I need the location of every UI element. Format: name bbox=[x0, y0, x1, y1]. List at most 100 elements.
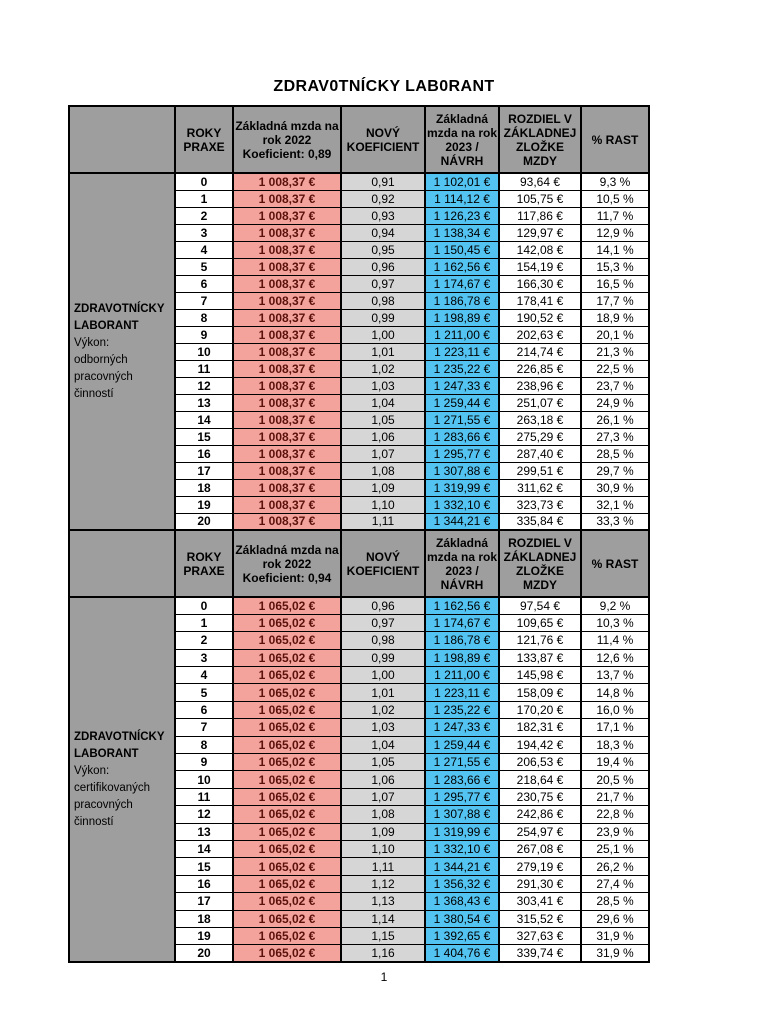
cell-mzda-2022: 1 065,02 € bbox=[232, 770, 342, 789]
cell-mzda-2022: 1 008,37 € bbox=[232, 206, 342, 225]
cell-mzda-2022: 1 008,37 € bbox=[232, 495, 342, 514]
cell-rast: 16,0 % bbox=[580, 700, 650, 720]
cell-novy-koeficient: 0,98 bbox=[340, 291, 426, 310]
cell-roky-praxe: 19 bbox=[174, 926, 234, 946]
table-row: 10 1 008,37 €1,01 1 223,11 €214,74 €21,3 % bbox=[69, 342, 650, 361]
cell-novy-koeficient: 1,14 bbox=[340, 909, 426, 928]
cell-roky-praxe: 3 bbox=[174, 648, 234, 668]
cell-roky-praxe: 7 bbox=[174, 291, 234, 310]
cell-rast: 11,7 % bbox=[580, 206, 650, 225]
cell-novy-koeficient: 1,05 bbox=[340, 753, 426, 772]
cell-rast: 27,3 % bbox=[580, 427, 650, 446]
table-row: 12 1 008,37 €1,03 1 247,33 €238,96 €23,7 % bbox=[69, 376, 650, 395]
cell-mzda-2023: 1 186,78 € bbox=[424, 291, 500, 310]
cell-novy-koeficient: 1,06 bbox=[340, 770, 426, 789]
cell-mzda-2022: 1 008,37 € bbox=[232, 393, 342, 412]
table-row: ZDRAVOTNÍCKY LABORANT Výkon: odborných pr… bbox=[68, 172, 650, 531]
cell-roky-praxe: 9 bbox=[174, 325, 234, 344]
cell-rast: 23,9 % bbox=[580, 822, 650, 841]
cell-mzda-2023: 1 332,10 € bbox=[424, 839, 500, 859]
cell-rozdiel: 133,87 € bbox=[498, 648, 582, 668]
table-row: 11 1 008,37 €1,02 1 235,22 €226,85 €22,5 % bbox=[69, 359, 650, 378]
cell-novy-koeficient: 1,00 bbox=[340, 325, 426, 344]
table-row: 13 1 008,37 €1,04 1 259,44 €251,07 €24,9 % bbox=[69, 393, 650, 412]
cell-mzda-2023: 1 295,77 € bbox=[424, 787, 500, 807]
cell-rast: 11,4 % bbox=[580, 631, 650, 650]
cell-rast: 33,3 % bbox=[580, 512, 650, 531]
cell-mzda-2022: 1 065,02 € bbox=[232, 892, 342, 911]
cell-mzda-2022: 1 008,37 € bbox=[232, 376, 342, 395]
cell-novy-koeficient: 1,16 bbox=[340, 944, 426, 963]
cell-rozdiel: 121,76 € bbox=[498, 631, 582, 650]
cell-mzda-2023: 1 198,89 € bbox=[424, 308, 500, 327]
cell-novy-koeficient: 0,99 bbox=[340, 308, 426, 327]
cell-novy-koeficient: 1,12 bbox=[340, 874, 426, 894]
cell-rast: 21,3 % bbox=[580, 342, 650, 361]
cell-rast: 10,5 % bbox=[580, 189, 650, 208]
cell-rozdiel: 145,98 € bbox=[498, 666, 582, 685]
cell-mzda-2023: 1 162,56 € bbox=[424, 596, 500, 615]
cell-mzda-2022: 1 008,37 € bbox=[232, 291, 342, 310]
cell-roky-praxe: 4 bbox=[174, 240, 234, 259]
header-rozdiel: ROZDIEL V ZÁKLADNEJ ZLOŽKE MZDY bbox=[498, 529, 582, 598]
cell-mzda-2022: 1 065,02 € bbox=[232, 700, 342, 720]
cell-mzda-2023: 1 283,66 € bbox=[424, 770, 500, 789]
cell-mzda-2023: 1 247,33 € bbox=[424, 376, 500, 395]
cell-rozdiel: 230,75 € bbox=[498, 787, 582, 807]
cell-mzda-2023: 1 174,67 € bbox=[424, 613, 500, 633]
page-number: 1 bbox=[380, 970, 388, 984]
cell-rast: 19,4 % bbox=[580, 753, 650, 772]
cell-mzda-2022: 1 008,37 € bbox=[232, 444, 342, 463]
cell-mzda-2023: 1 392,65 € bbox=[424, 926, 500, 946]
cell-mzda-2022: 1 065,02 € bbox=[232, 822, 342, 841]
cell-roky-praxe: 7 bbox=[174, 718, 234, 737]
cell-mzda-2022: 1 065,02 € bbox=[232, 666, 342, 685]
cell-rozdiel: 323,73 € bbox=[498, 495, 582, 514]
cell-rozdiel: 251,07 € bbox=[498, 393, 582, 412]
cell-roky-praxe: 9 bbox=[174, 753, 234, 772]
label-title: ZDRAVOTNÍCKY LABORANT bbox=[74, 302, 165, 332]
table-row: 14 1 008,37 €1,05 1 271,55 €263,18 €26,1 % bbox=[69, 410, 650, 429]
cell-rozdiel: 158,09 € bbox=[498, 683, 582, 702]
cell-roky-praxe: 1 bbox=[174, 189, 234, 208]
cell-mzda-2022: 1 008,37 € bbox=[232, 427, 342, 446]
cell-rozdiel: 129,97 € bbox=[498, 223, 582, 242]
cell-roky-praxe: 3 bbox=[174, 223, 234, 242]
cell-roky-praxe: 2 bbox=[174, 631, 234, 650]
header-mzda-2022: Základná mzda na rok 2022 Koeficient: 0,… bbox=[232, 529, 342, 598]
cell-roky-praxe: 0 bbox=[174, 172, 234, 191]
cell-mzda-2023: 1 271,55 € bbox=[424, 410, 500, 429]
cell-novy-koeficient: 1,02 bbox=[340, 700, 426, 720]
cell-roky-praxe: 5 bbox=[174, 683, 234, 702]
cell-novy-koeficient: 0,97 bbox=[340, 613, 426, 633]
cell-mzda-2023: 1 138,34 € bbox=[424, 223, 500, 242]
cell-novy-koeficient: 0,94 bbox=[340, 223, 426, 242]
cell-novy-koeficient: 1,04 bbox=[340, 735, 426, 755]
header-rast: % RAST bbox=[580, 529, 650, 598]
table-row: 17 1 065,02 €1,13 1 368,43 €303,41 €28,5 % bbox=[69, 892, 650, 911]
cell-rast: 13,7 % bbox=[580, 666, 650, 685]
cell-mzda-2023: 1 344,21 € bbox=[424, 857, 500, 876]
cell-rozdiel: 154,19 € bbox=[498, 257, 582, 276]
cell-mzda-2023: 1 162,56 € bbox=[424, 257, 500, 276]
label-subtitle: Výkon: odborných pracovných činností bbox=[74, 336, 133, 400]
cell-mzda-2023: 1 114,12 € bbox=[424, 189, 500, 208]
header-mzda-2022: Základná mzda na rok 2022 Koeficient: 0,… bbox=[232, 105, 342, 174]
cell-roky-praxe: 20 bbox=[174, 944, 234, 963]
cell-roky-praxe: 11 bbox=[174, 787, 234, 807]
koeficient-line: Koeficient: 0,89 bbox=[235, 147, 339, 161]
cell-rast: 20,5 % bbox=[580, 770, 650, 789]
cell-mzda-2023: 1 186,78 € bbox=[424, 631, 500, 650]
cell-novy-koeficient: 0,98 bbox=[340, 631, 426, 650]
cell-mzda-2022: 1 065,02 € bbox=[232, 944, 342, 963]
cell-rast: 12,9 % bbox=[580, 223, 650, 242]
koeficient-value: 0,94 bbox=[308, 570, 332, 585]
header-mzda-2023: Základná mzda na rok 2023 / NÁVRH bbox=[424, 105, 500, 174]
cell-mzda-2022: 1 008,37 € bbox=[232, 342, 342, 361]
cell-rast: 31,9 % bbox=[580, 944, 650, 963]
